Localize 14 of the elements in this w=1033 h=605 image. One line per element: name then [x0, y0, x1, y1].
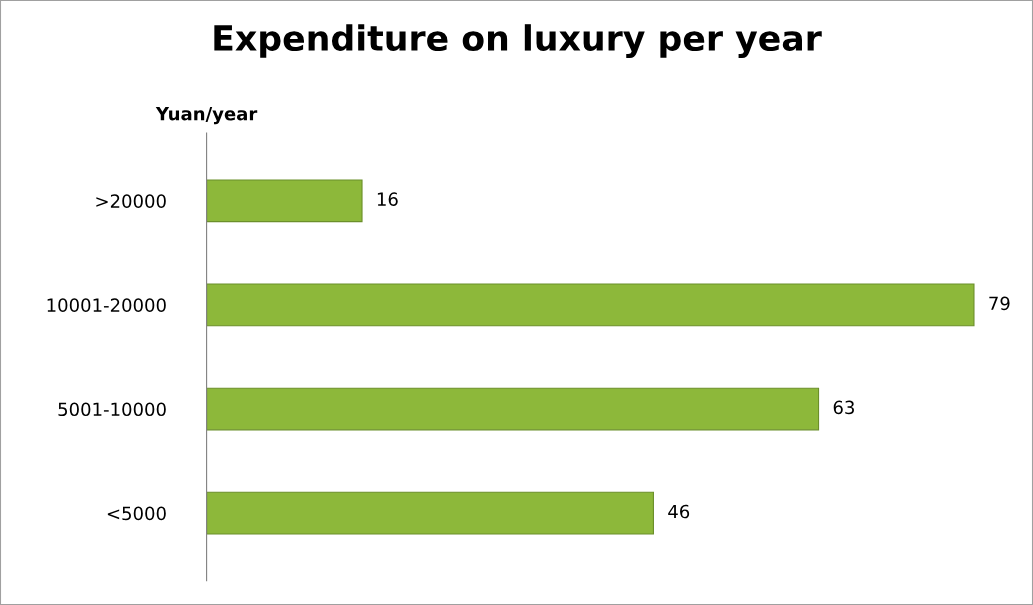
y-axis-title: Yuan/year	[155, 107, 258, 125]
y-tick-label: <5000	[107, 506, 166, 521]
data-label: 63	[833, 400, 854, 415]
data-label: 16	[377, 192, 398, 207]
bar	[206, 491, 654, 535]
y-tick-label: >20000	[96, 194, 166, 208]
y-tick-label: 10001-20000	[47, 298, 166, 313]
data-label: 79	[989, 296, 1010, 311]
bar	[206, 387, 820, 431]
bar	[206, 179, 363, 223]
y-tick-label: 5001-10000	[58, 402, 166, 417]
chart-title: Expenditure on luxury per year	[214, 24, 822, 59]
data-label: 46	[668, 504, 690, 519]
bar	[206, 283, 975, 327]
